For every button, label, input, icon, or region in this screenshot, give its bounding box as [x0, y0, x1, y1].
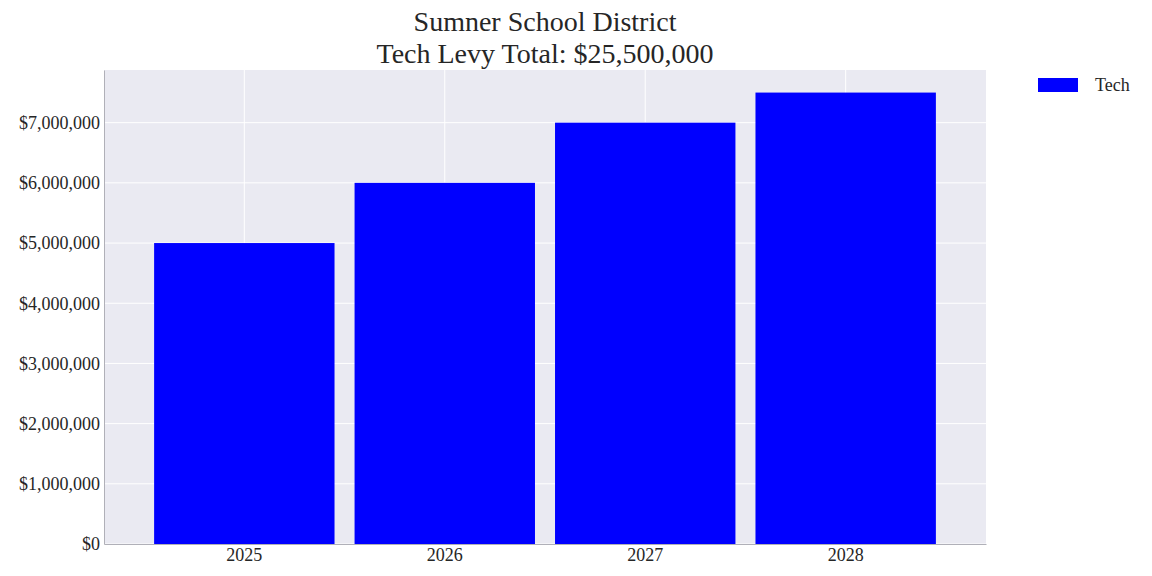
x-tick-label: 2026: [427, 545, 463, 565]
x-tick-label: 2028: [828, 545, 864, 565]
y-axis-line: [104, 71, 105, 545]
y-tick: $4,000,000: [19, 293, 104, 313]
grid: [104, 70, 986, 544]
y-tick-label: $3,000,000: [19, 354, 100, 374]
bar: [154, 243, 334, 544]
plot: $0 $1,000,000 $2,000,000 $3,000,000 $4,000,0…: [19, 70, 987, 565]
x-tick: 2025: [226, 544, 262, 565]
y-tick-label: $1,000,000: [19, 474, 100, 494]
y-tick: $7,000,000: [19, 113, 104, 133]
bar: [755, 93, 935, 544]
x-axis: 2025 2026 2027 2028: [105, 544, 987, 565]
legend-swatch: [1038, 78, 1078, 92]
bar: [355, 183, 535, 544]
plot-background: [104, 70, 986, 544]
y-tick-label: $2,000,000: [19, 414, 100, 434]
x-tick: 2026: [427, 544, 463, 565]
x-tick-label: 2025: [226, 545, 262, 565]
y-tick-label: $6,000,000: [19, 173, 100, 193]
x-tick: 2028: [828, 544, 864, 565]
y-tick: $0: [82, 534, 104, 554]
x-tick-label: 2027: [627, 545, 663, 565]
y-tick-label: $4,000,000: [19, 293, 100, 313]
y-tick: $5,000,000: [19, 233, 104, 253]
y-tick: $3,000,000: [19, 354, 104, 374]
y-tick: $1,000,000: [19, 474, 104, 494]
legend-label: Tech: [1095, 75, 1130, 95]
title: Sumner School District: [414, 6, 677, 37]
y-axis: $0 $1,000,000 $2,000,000 $3,000,000 $4,000,0…: [19, 71, 105, 555]
y-tick-label: $7,000,000: [19, 113, 100, 133]
x-tick: 2027: [627, 544, 663, 565]
y-tick-label: $5,000,000: [19, 233, 100, 253]
subtitle: Tech Levy Total: $25,500,000: [377, 38, 714, 69]
bar: [555, 123, 735, 544]
bars: [154, 93, 936, 544]
legend: Tech: [1038, 75, 1130, 95]
chart: $0 $1,000,000 $2,000,000 $3,000,000 $4,000,0…: [0, 0, 1152, 576]
y-tick: $2,000,000: [19, 414, 104, 434]
y-tick-label: $0: [82, 534, 100, 554]
y-tick: $6,000,000: [19, 173, 104, 193]
